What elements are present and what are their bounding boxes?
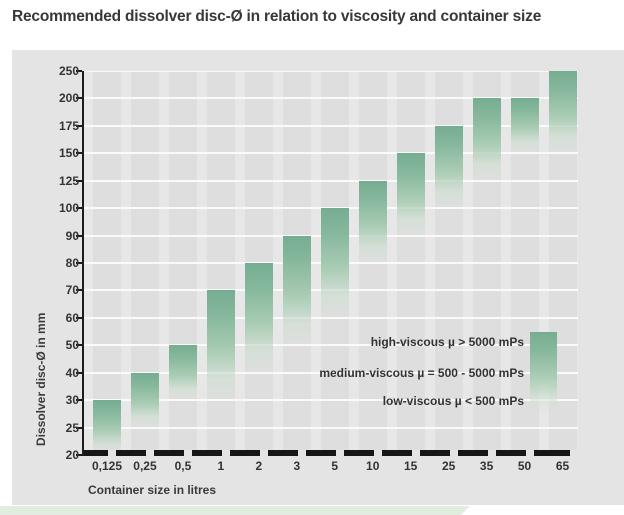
column-band-2 xyxy=(244,71,273,450)
y-tick-mark-20 xyxy=(76,454,82,456)
y-tick-label-40: 40 xyxy=(65,365,79,380)
y-tick-label-200: 200 xyxy=(58,91,79,106)
bar-0_125 xyxy=(93,400,121,450)
x-tick-label-65: 65 xyxy=(555,459,570,473)
y-tick-mark-80 xyxy=(76,261,82,264)
y-tick-mark-25 xyxy=(76,426,82,429)
y-tick-label-175: 175 xyxy=(58,118,79,133)
x-tick-label-0_5: 0,5 xyxy=(174,459,192,473)
y-tick-label-50: 50 xyxy=(65,338,79,353)
x-tick-label-3: 3 xyxy=(293,459,301,473)
column-band-15 xyxy=(396,71,425,450)
y-tick-label-70: 70 xyxy=(65,283,79,298)
bar-10 xyxy=(358,180,387,263)
y-tick-mark-60 xyxy=(76,316,82,319)
y-tick-mark-50 xyxy=(76,344,82,347)
y-tick-mark-90 xyxy=(76,234,82,237)
x-tick-label-2: 2 xyxy=(255,459,263,473)
x-axis-baseline-dashed xyxy=(84,450,570,456)
y-tick-mark-30 xyxy=(76,399,82,402)
gridline-50 xyxy=(84,344,578,347)
y-tick-label-125: 125 xyxy=(58,173,79,188)
x-axis-title: Container size in litres xyxy=(88,483,217,497)
x-tick-label-10: 10 xyxy=(366,459,380,473)
y-tick-label-25: 25 xyxy=(65,420,79,435)
gridline-250 xyxy=(84,71,578,72)
y-tick-label-20: 20 xyxy=(65,448,79,462)
y-tick-label-150: 150 xyxy=(58,146,79,161)
bottom-accent-strip xyxy=(0,506,470,515)
bar-50 xyxy=(510,98,539,154)
y-axis-line xyxy=(82,71,84,456)
bar-0_25 xyxy=(130,372,159,428)
legend-item-2: low-viscous µ < 500 mPs xyxy=(382,394,524,408)
y-tick-label-60: 60 xyxy=(65,310,79,325)
gridline-125 xyxy=(84,179,578,182)
y-tick-mark-200 xyxy=(76,97,82,100)
y-axis-title: Dissolver disc-Ø in mm xyxy=(34,312,48,446)
x-tick-label-1: 1 xyxy=(217,459,225,473)
x-tick-label-5: 5 xyxy=(331,459,339,473)
gridline-60 xyxy=(84,316,578,319)
y-tick-mark-40 xyxy=(76,371,82,374)
gridline-40 xyxy=(84,371,578,374)
y-tick-mark-150 xyxy=(76,152,82,155)
x-tick-label-15: 15 xyxy=(403,459,418,473)
x-tick-label-0_125: 0,125 xyxy=(91,459,123,473)
bar-65 xyxy=(548,71,577,154)
column-band-0,125 xyxy=(93,71,121,450)
bar-15 xyxy=(396,153,425,236)
x-tick-label-50: 50 xyxy=(517,459,532,473)
bar-35 xyxy=(472,98,501,181)
bar-3 xyxy=(282,235,311,346)
gridline-175 xyxy=(84,124,578,127)
gridline-200 xyxy=(84,97,578,100)
x-tick-label-0_25: 0,25 xyxy=(133,459,157,473)
y-tick-label-30: 30 xyxy=(65,393,79,408)
bar-25 xyxy=(434,125,463,209)
y-tick-mark-100 xyxy=(76,207,82,210)
legend-item-1: medium-viscous µ = 500 - 5000 mPs xyxy=(319,366,524,380)
y-tick-label-80: 80 xyxy=(65,255,79,270)
legend-item-0: high-viscous µ > 5000 mPs xyxy=(370,335,524,349)
y-tick-mark-175 xyxy=(76,124,82,127)
bar-0_5 xyxy=(168,345,197,401)
legend-gradient-key xyxy=(530,332,557,412)
x-tick-label-25: 25 xyxy=(441,459,456,473)
gridline-25 xyxy=(84,426,578,429)
bar-5 xyxy=(320,208,349,318)
y-tick-label-250: 250 xyxy=(58,63,79,78)
y-tick-mark-70 xyxy=(76,289,82,292)
bar-2 xyxy=(244,262,273,373)
gridline-30 xyxy=(84,399,578,402)
plot-area xyxy=(84,71,578,450)
y-tick-mark-125 xyxy=(76,179,82,182)
gridline-150 xyxy=(84,152,578,155)
bar-1 xyxy=(206,290,235,401)
y-tick-label-90: 90 xyxy=(65,228,79,243)
chart-title: Recommended dissolver disc-Ø in relation… xyxy=(12,8,542,25)
y-tick-label-100: 100 xyxy=(58,201,79,216)
y-tick-mark-250 xyxy=(76,69,82,72)
x-tick-label-35: 35 xyxy=(479,459,494,473)
